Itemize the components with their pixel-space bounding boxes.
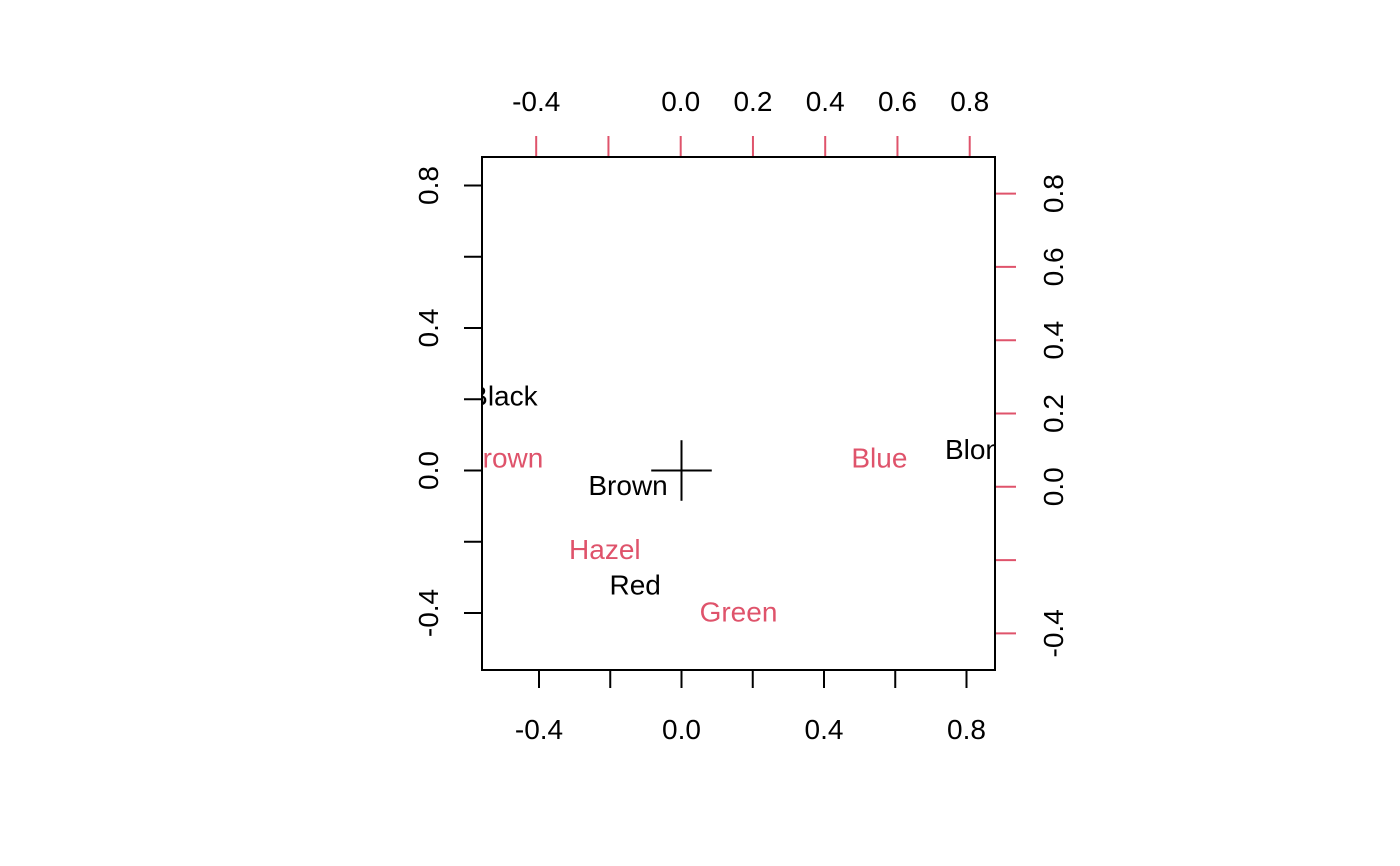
point-label-blond: Blond	[945, 434, 1017, 465]
point-label-green: Green	[700, 596, 778, 627]
right-axis-tick-label: 0.0	[1038, 467, 1069, 506]
top-axis-tick-label: 0.8	[950, 86, 989, 117]
bottom-axis-tick-label: 0.0	[662, 714, 701, 745]
right-axis-tick-label: 0.6	[1038, 247, 1069, 286]
point-label-brown: Brown	[464, 442, 543, 473]
right-axis-tick-label: 0.4	[1038, 321, 1069, 360]
top-axis-tick-label: 0.6	[878, 86, 917, 117]
top-axis-tick-label: 0.4	[806, 86, 845, 117]
right-axis-tick-label: 0.2	[1038, 394, 1069, 433]
point-label-black: Black	[469, 381, 538, 412]
left-axis-tick-label: -0.4	[413, 589, 444, 637]
right-axis: -0.4 0.0 0.2 0.4 0.6 0.8	[995, 174, 1069, 657]
left-axis-tick-label: 0.8	[413, 166, 444, 205]
left-axis: -0.4 0.0 0.4 0.8	[413, 166, 483, 637]
plot-frame	[481, 156, 996, 671]
top-axis-tick-label: 0.0	[661, 86, 700, 117]
bottom-axis-tick-label: -0.4	[515, 714, 563, 745]
point-label-red: Red	[610, 570, 661, 601]
bottom-axis: -0.4 0.0 0.4 0.8	[515, 669, 986, 745]
point-labels: Black Brown Red Blond Brown Hazel Green Blue	[464, 381, 1017, 628]
origin-cross	[651, 440, 712, 501]
bottom-axis-tick-label: 0.8	[947, 714, 986, 745]
top-axis: -0.4 0.0 0.2 0.4 0.6 0.8	[512, 86, 989, 157]
right-axis-tick-label: 0.8	[1038, 174, 1069, 213]
left-axis-tick-label: 0.0	[413, 451, 444, 490]
point-label-brown: Brown	[588, 470, 667, 501]
left-axis-tick-label: 0.4	[413, 309, 444, 348]
top-axis-tick-label: -0.4	[512, 86, 560, 117]
right-axis-tick-label: -0.4	[1038, 609, 1069, 657]
top-axis-tick-label: 0.2	[733, 86, 772, 117]
point-label-blue: Blue	[851, 442, 907, 473]
point-label-hazel: Hazel	[569, 534, 641, 565]
bottom-axis-tick-label: 0.4	[805, 714, 844, 745]
